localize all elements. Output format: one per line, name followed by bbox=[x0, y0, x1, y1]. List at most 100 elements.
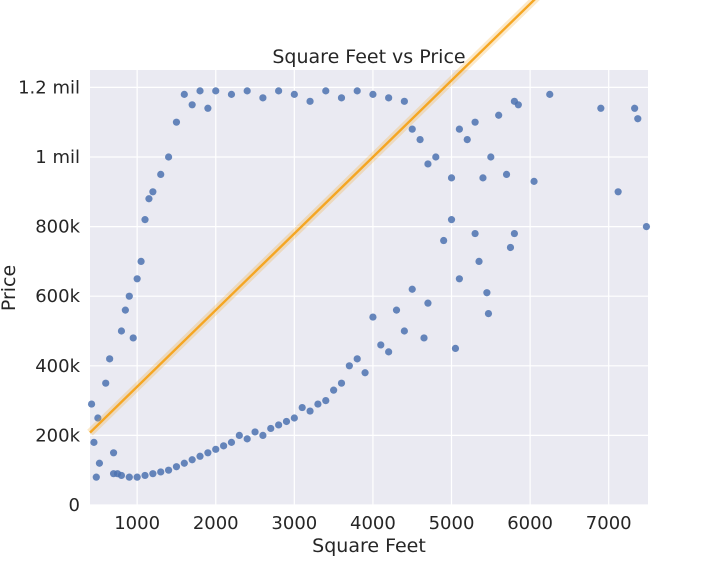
data-point bbox=[506, 243, 515, 252]
data-point bbox=[196, 452, 204, 460]
data-point bbox=[400, 327, 408, 335]
data-point bbox=[447, 216, 456, 224]
data-point bbox=[267, 424, 275, 433]
data-point bbox=[117, 471, 126, 480]
regression-line-path bbox=[89, 0, 536, 434]
data-point bbox=[416, 136, 424, 144]
data-point bbox=[164, 153, 173, 161]
data-point bbox=[432, 153, 440, 161]
data-point bbox=[137, 257, 145, 265]
data-point bbox=[455, 125, 463, 133]
data-point bbox=[227, 438, 236, 446]
data-point bbox=[129, 334, 137, 342]
data-point bbox=[133, 473, 141, 481]
data-point bbox=[392, 306, 401, 314]
y-tick-label: 200k bbox=[35, 425, 80, 446]
data-point bbox=[275, 421, 283, 429]
data-point bbox=[149, 188, 157, 196]
data-point bbox=[106, 355, 114, 363]
data-point bbox=[157, 170, 165, 178]
data-point bbox=[322, 87, 330, 95]
data-point bbox=[141, 471, 149, 480]
data-point bbox=[212, 87, 220, 95]
data-point bbox=[92, 473, 100, 481]
data-point bbox=[337, 94, 346, 102]
data-point bbox=[235, 431, 243, 439]
data-point bbox=[117, 327, 126, 335]
data-point bbox=[141, 216, 149, 224]
y-tick-label: 400k bbox=[35, 356, 80, 377]
data-point bbox=[220, 442, 228, 450]
data-point bbox=[483, 289, 491, 297]
data-point bbox=[634, 115, 642, 123]
y-tick-label: 1.2 mil bbox=[18, 77, 80, 98]
data-point bbox=[94, 414, 102, 422]
data-point bbox=[306, 407, 314, 415]
data-point bbox=[369, 313, 377, 321]
data-point bbox=[259, 94, 267, 102]
data-point bbox=[502, 170, 511, 178]
data-point bbox=[157, 468, 165, 476]
data-point bbox=[322, 397, 330, 405]
data-point bbox=[642, 223, 651, 231]
data-point bbox=[345, 362, 353, 370]
data-point bbox=[353, 87, 361, 95]
data-point bbox=[259, 431, 267, 439]
data-point bbox=[614, 188, 622, 196]
data-point bbox=[361, 369, 369, 377]
data-point bbox=[440, 236, 448, 245]
data-point bbox=[227, 90, 236, 98]
data-point bbox=[121, 306, 129, 314]
data-point bbox=[484, 310, 493, 318]
y-tick-label: 0 bbox=[69, 495, 80, 516]
data-point bbox=[420, 334, 428, 342]
data-point bbox=[463, 136, 471, 144]
data-point bbox=[369, 90, 377, 98]
data-point bbox=[631, 104, 639, 112]
data-point bbox=[243, 87, 251, 95]
data-point bbox=[290, 414, 298, 422]
x-tick-label: 3000 bbox=[271, 513, 317, 534]
data-point bbox=[204, 449, 212, 457]
y-axis-title: Price bbox=[0, 265, 20, 311]
data-point bbox=[385, 348, 393, 356]
data-point bbox=[188, 456, 196, 464]
data-point bbox=[487, 153, 495, 161]
data-point bbox=[188, 101, 196, 109]
x-tick-label: 7000 bbox=[586, 513, 632, 534]
data-point bbox=[400, 97, 408, 105]
data-point bbox=[451, 344, 460, 352]
data-point bbox=[196, 87, 204, 95]
regression-line bbox=[87, 0, 540, 436]
data-point bbox=[172, 463, 181, 471]
x-tick-label: 1000 bbox=[114, 513, 160, 534]
data-point bbox=[282, 417, 291, 426]
grid-lines bbox=[90, 70, 648, 506]
y-tick-label: 600k bbox=[35, 286, 80, 307]
data-point bbox=[95, 459, 104, 467]
data-point bbox=[90, 438, 98, 446]
data-point bbox=[377, 341, 385, 349]
x-tick-label: 4000 bbox=[350, 513, 396, 534]
x-tick-label: 5000 bbox=[429, 513, 475, 534]
data-point bbox=[424, 160, 432, 168]
data-point bbox=[330, 386, 338, 394]
x-axis-ticks: 1000 2000 3000 4000 5000 6000 7000 bbox=[114, 513, 631, 534]
data-point bbox=[212, 445, 220, 453]
data-point bbox=[298, 403, 306, 412]
x-tick-label: 2000 bbox=[193, 513, 239, 534]
data-point bbox=[180, 90, 188, 98]
data-point bbox=[149, 470, 157, 478]
data-point bbox=[125, 473, 133, 481]
y-tick-label: 1 mil bbox=[35, 147, 80, 168]
data-point bbox=[314, 400, 322, 408]
data-point bbox=[337, 379, 346, 387]
data-point bbox=[125, 292, 133, 300]
data-point bbox=[455, 275, 463, 283]
data-point bbox=[353, 355, 361, 363]
data-point bbox=[109, 470, 118, 478]
data-point bbox=[408, 285, 416, 293]
data-point bbox=[204, 104, 212, 112]
data-point bbox=[424, 299, 432, 307]
